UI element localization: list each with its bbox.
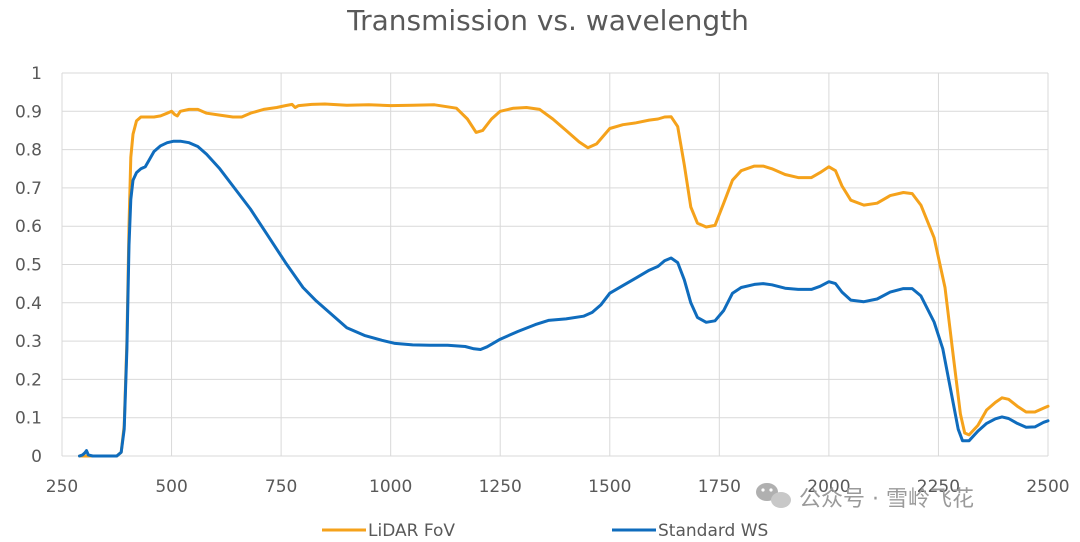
legend: LiDAR FoV Standard WS [322,521,768,541]
y-tick-label: 0.1 [15,409,42,429]
x-tick-label: 1250 [479,477,522,497]
y-axis-tick-labels: 0 0.1 0.2 0.3 0.4 0.5 0.6 0.7 0.8 0.9 1 [15,64,42,467]
y-tick-label: 0.6 [15,217,42,237]
x-axis-tick-labels: 250 500 750 1000 1250 1500 1750 2000 2250 2500 [46,477,1070,497]
y-tick-label: 0.2 [15,370,42,390]
legend-item-standard-ws: Standard WS [612,521,768,541]
x-tick-label: 250 [46,477,78,497]
legend-label-lidar-fov: LiDAR FoV [368,521,455,541]
x-tick-label: 1000 [369,477,412,497]
y-tick-label: 0.5 [15,256,42,276]
x-tick-label: 500 [155,477,187,497]
legend-label-standard-ws: Standard WS [658,521,768,541]
y-tick-label: 0.9 [15,102,42,122]
y-tick-label: 0 [31,447,42,467]
series-lines [78,102,1050,458]
watermark-text: 公众号 · 雪岭飞花 [799,487,974,512]
x-tick-label: 1500 [588,477,631,497]
x-tick-label: 750 [265,477,297,497]
legend-item-lidar-fov: LiDAR FoV [322,521,455,541]
chart-title: Transmission vs. wavelength [346,4,749,37]
x-tick-label: 1750 [698,477,741,497]
x-tick-label: 2250 [917,477,960,497]
y-tick-label: 0.4 [15,294,42,314]
y-tick-label: 1 [31,64,42,84]
wechat-icon [756,483,791,508]
y-tick-label: 0.3 [15,332,42,352]
x-tick-label: 2500 [1026,477,1069,497]
watermark: 公众号 · 雪岭飞花 [756,483,974,512]
y-tick-label: 0.7 [15,179,42,199]
y-tick-label: 0.8 [15,141,42,161]
gridlines [61,72,1049,457]
series-line-standard-ws [78,139,1050,458]
series-line-lidar-fov [78,102,1050,458]
x-tick-label: 2000 [807,477,850,497]
